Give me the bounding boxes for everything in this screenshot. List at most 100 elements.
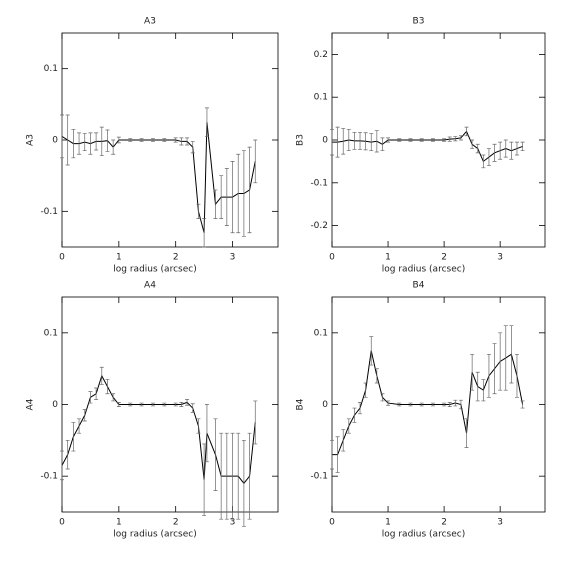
error-bar: [71, 128, 76, 159]
x-tick-label: 2: [173, 253, 179, 263]
error-bar: [346, 418, 351, 434]
x-axis-label: log radius (arcsec): [382, 265, 465, 275]
error-bar: [60, 450, 64, 481]
error-bar: [99, 126, 104, 157]
error-bar: [88, 132, 93, 155]
error-bar: [162, 138, 167, 142]
error-bar: [470, 353, 475, 391]
error-bar: [514, 353, 519, 398]
error-bar: [150, 138, 155, 142]
error-bar: [219, 432, 224, 520]
error-bar: [397, 402, 402, 407]
y-tick-label: 0.2: [314, 50, 328, 60]
x-tick-label: 2: [441, 518, 447, 528]
error-bar: [173, 402, 178, 407]
error-bar: [498, 332, 503, 391]
y-axis-label: B4: [296, 398, 306, 410]
error-bar: [408, 138, 413, 142]
error-bar: [162, 402, 167, 407]
error-bar: [453, 136, 458, 142]
error-bar: [116, 136, 121, 144]
error-bar: [65, 439, 70, 470]
error-bar: [105, 379, 110, 395]
y-axis-label: A3: [26, 134, 36, 146]
error-bar: [369, 133, 374, 152]
error-bar: [503, 139, 508, 158]
y-tick-label: -0.1: [40, 472, 58, 482]
y-tick-label: -0.1: [310, 178, 328, 188]
error-bar: [190, 403, 195, 413]
error-bar: [520, 400, 525, 409]
error-bar: [481, 379, 486, 402]
error-bar: [241, 150, 246, 237]
x-tick-label: 0: [59, 253, 65, 263]
error-bar: [94, 387, 99, 400]
panel-title: A3: [144, 17, 156, 27]
y-tick-label: 0.1: [314, 93, 328, 103]
error-bar: [94, 132, 99, 151]
error-bar: [397, 138, 402, 142]
error-bar: [341, 429, 346, 452]
error-bar: [77, 132, 82, 155]
error-bar: [486, 148, 491, 167]
error-bar: [475, 143, 480, 154]
error-bar: [358, 402, 363, 415]
panel-title: B4: [413, 281, 425, 291]
error-bar: [111, 393, 116, 402]
error-bar: [509, 325, 514, 384]
error-bar: [236, 432, 241, 520]
error-bar: [481, 154, 486, 169]
error-bar: [99, 366, 104, 385]
data-line: [61, 122, 256, 233]
error-bar: [88, 391, 93, 404]
error-bar: [352, 407, 357, 423]
y-tick-label: 0.1: [314, 328, 328, 338]
error-bar: [185, 399, 190, 406]
y-tick-label: 0: [322, 400, 328, 410]
error-bar: [453, 399, 458, 407]
error-bar: [330, 439, 334, 470]
error-bar: [213, 189, 218, 219]
error-bar: [442, 138, 447, 142]
error-bar: [514, 141, 519, 156]
error-bar: [430, 138, 435, 142]
error-bar: [492, 143, 497, 162]
x-tick-label: 1: [116, 253, 122, 263]
y-axis-label: A4: [26, 398, 36, 410]
error-bar: [173, 137, 178, 143]
error-bar: [204, 107, 209, 137]
error-bar: [503, 325, 508, 391]
y-tick-label: 0: [52, 400, 58, 410]
error-bar: [202, 443, 207, 516]
error-bar: [82, 409, 87, 422]
data-line: [61, 374, 256, 485]
error-bar: [224, 432, 229, 520]
error-bar: [464, 418, 469, 448]
x-tick-label: 1: [385, 518, 391, 528]
error-bar: [386, 137, 391, 143]
error-bar: [352, 131, 357, 150]
error-bar: [230, 432, 235, 520]
error-bar: [82, 133, 87, 152]
x-tick-label: 0: [59, 518, 65, 528]
y-tick-label: -0.1: [40, 207, 58, 217]
error-bar: [202, 218, 207, 248]
error-bar: [358, 131, 363, 150]
x-tick-label: 3: [497, 518, 503, 528]
error-bar: [196, 203, 201, 219]
error-bar: [128, 402, 133, 407]
error-bar: [116, 402, 121, 407]
x-tick-label: 1: [385, 253, 391, 263]
error-bar: [105, 129, 110, 152]
error-bar: [71, 422, 76, 452]
panel-title: A4: [144, 281, 156, 291]
y-tick-label: -0.2: [310, 221, 328, 231]
error-bar: [139, 402, 144, 407]
error-bar: [430, 402, 435, 407]
error-bar: [374, 130, 379, 153]
error-bar: [475, 371, 480, 402]
error-bar: [185, 137, 190, 146]
y-tick-label: 0: [322, 136, 328, 146]
y-tick-label: 0: [52, 136, 58, 146]
error-bar: [253, 139, 258, 184]
